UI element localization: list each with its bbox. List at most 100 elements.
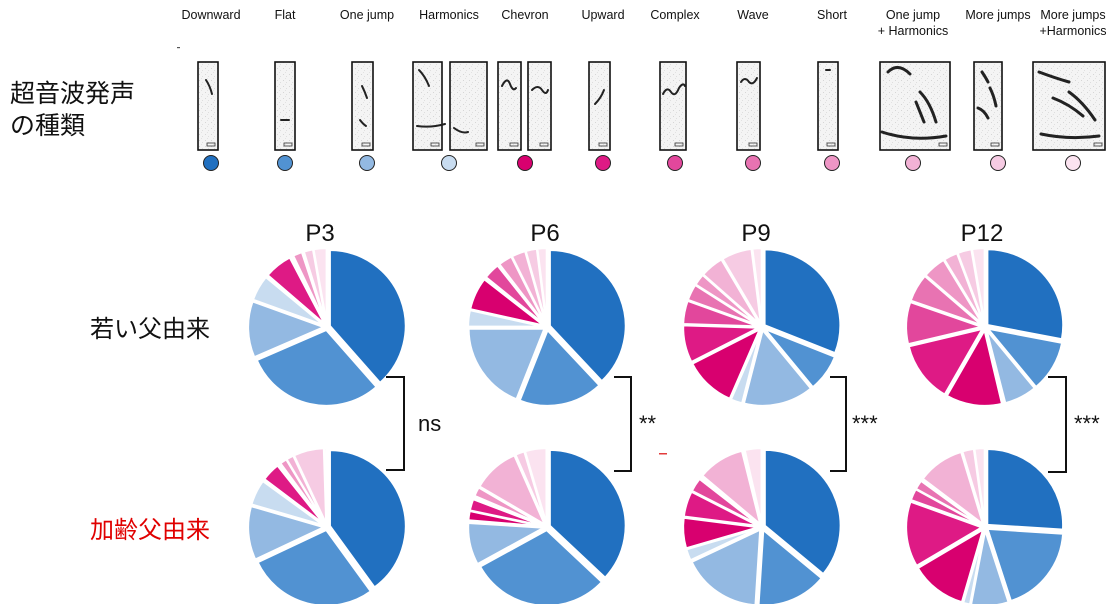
call-type-legend: Downward Flat One jump Harmonics Chevron Upwa… [181, 8, 1107, 171]
pie-slice-downward [763, 248, 842, 355]
legend-label: + Harmonics [878, 24, 949, 38]
pie-slice-more-jumps-harmonics [973, 446, 986, 526]
legend-color-dot [745, 155, 761, 171]
spectrogram-thumbnail [351, 61, 374, 151]
pie-slice-harmonics [984, 328, 1006, 405]
row-labels: 若い父由来 加齢父由来 [90, 315, 210, 544]
pie-slice-upward [907, 327, 984, 396]
legend-item-11: More jumps [965, 8, 1031, 171]
legend-color-dot [203, 155, 219, 171]
legend-item-5: Chevron [497, 8, 552, 171]
pie-charts [246, 246, 1065, 604]
legend-color-dot [517, 155, 533, 171]
age-title-p12: P12 [961, 220, 1004, 247]
sig-label-p3: ns [418, 411, 441, 436]
legend-item-8: Wave [736, 8, 769, 171]
pie-p3-young [246, 246, 407, 407]
pie-slice-flat [986, 527, 1065, 603]
pie-slice-one-jump [246, 504, 326, 561]
legend-label: Harmonics [419, 8, 479, 22]
pie-slice-one-jump-harmonics [921, 450, 985, 526]
bracket-p12 [1048, 376, 1067, 473]
legend-label: Downward [181, 8, 240, 22]
pie-slice-flat [256, 528, 373, 604]
pie-slice-flat [763, 327, 837, 389]
legend-color-dot [277, 155, 293, 171]
pie-slice-harmonics [729, 328, 763, 405]
legend-label: One jump [340, 8, 394, 22]
pie-slice-one-jump-harmonics [478, 454, 547, 526]
pie-p3-aged [246, 446, 407, 604]
pie-slice-more-jumps-harmonics [323, 446, 329, 526]
legend-label: Short [817, 8, 847, 22]
legend-item-1: Downward [181, 8, 241, 171]
spectrogram-thumbnail [817, 61, 839, 151]
pie-slice-downward [763, 448, 842, 576]
spectrogram-thumbnail [197, 61, 219, 151]
legend-label: Wave [737, 8, 769, 22]
bracket-p3 [386, 376, 405, 471]
age-title-p9: P9 [741, 220, 770, 247]
pie-p9-young [681, 246, 842, 407]
pie-slice-more-jumps-harmonics [523, 446, 548, 526]
bracket-p9 [830, 376, 847, 472]
spectrogram-thumbnail [1032, 61, 1106, 151]
legend-color-dot [595, 155, 611, 171]
legend-label: One jump [886, 8, 940, 22]
legend-title: 超音波発声 の種類 [10, 79, 135, 140]
legend-label: More jumps [965, 8, 1030, 22]
significance-brackets: ns ** *** *** [386, 376, 1100, 473]
pie-slice-downward [328, 248, 407, 385]
legend-label: Flat [275, 8, 296, 22]
pie-slice-more-jumps-harmonics [751, 246, 763, 326]
pie-slice-flat [518, 328, 601, 408]
legend-item-7: Complex [650, 8, 700, 171]
pie-p9-aged [681, 446, 842, 604]
pie-slice-complex [904, 300, 984, 346]
sig-label-p12: *** [1074, 411, 1100, 436]
sig-label-p9: *** [852, 411, 878, 436]
pie-slice-chevron [681, 516, 761, 550]
spectrogram-thumbnail [274, 61, 296, 151]
row-label-young-father: 若い父由来 [90, 315, 210, 343]
spectrogram-thumbnail [659, 61, 687, 151]
pie-slice-upward [904, 500, 984, 568]
spectrogram-thumbnail [449, 61, 488, 151]
pie-slice-chevron [945, 328, 1004, 407]
spectrogram-thumbnail [527, 61, 552, 151]
pie-slice-chevron [916, 528, 985, 604]
pie-p12-aged [904, 446, 1065, 604]
pie-slice-downward [986, 447, 1065, 531]
pie-slice-more-jumps-harmonics [743, 446, 763, 526]
pie-slice-downward [548, 248, 627, 383]
legend-color-dot [905, 155, 921, 171]
bracket-p6 [614, 376, 632, 472]
legend-label: Chevron [501, 8, 548, 22]
legend-color-dot [667, 155, 683, 171]
spectrogram-thumbnail [588, 61, 611, 151]
row-label-aged-father: 加齢父由来 [90, 516, 210, 544]
age-titles: P3 P6 P9 P12 [305, 220, 1003, 247]
legend-item-4: Harmonics [412, 8, 488, 171]
pie-p6-young [466, 246, 627, 408]
legend-title-line-2: の種類 [10, 111, 85, 140]
pie-p6-aged [467, 446, 627, 604]
sig-label-p6: ** [639, 411, 657, 436]
pie-slice-flat [986, 327, 1064, 389]
pie-slice-more-jumps-harmonics [970, 246, 986, 326]
legend-label: Complex [650, 8, 700, 22]
pie-slice-one-jump [246, 300, 326, 359]
legend-item-6: Upward [581, 8, 625, 171]
pie-slice-downward [548, 448, 627, 579]
pie-p12-young [904, 246, 1065, 407]
pie-slice-flat [757, 528, 823, 604]
legend-color-dot [824, 155, 840, 171]
legend-item-9: Short [817, 8, 847, 171]
pie-slice-upward [682, 324, 761, 364]
legend-color-dot [441, 155, 457, 171]
legend-color-dot [990, 155, 1006, 171]
spectrogram-thumbnail [736, 61, 761, 151]
spectrogram-thumbnail [497, 61, 522, 151]
pie-slice-downward [986, 247, 1065, 341]
stray-red-mark [659, 453, 667, 455]
